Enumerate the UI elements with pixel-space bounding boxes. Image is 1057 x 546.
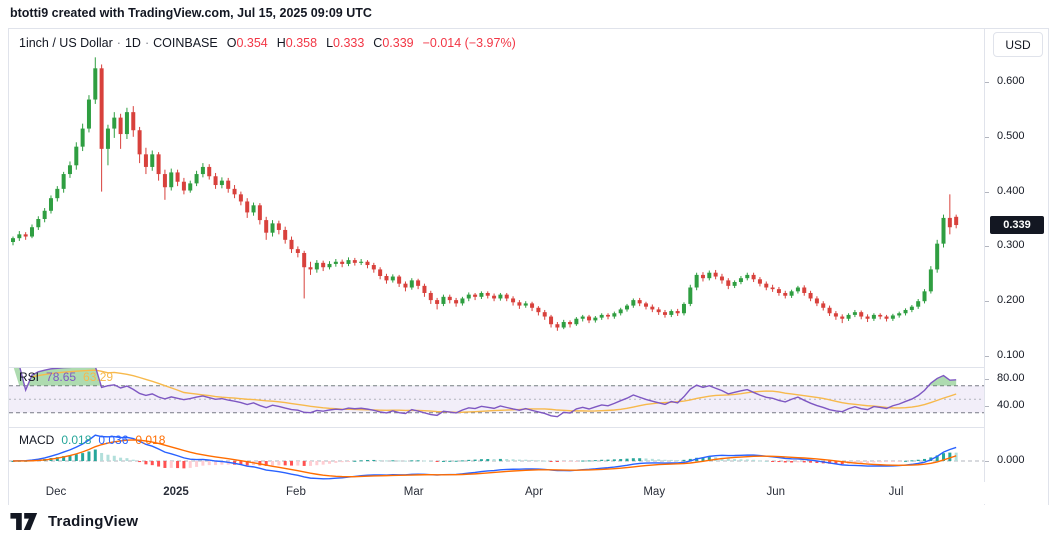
- price-tick-label: 0.600: [997, 75, 1025, 87]
- macd-hist-value: 0.018: [61, 433, 92, 447]
- axis-tick-mark: [985, 136, 989, 138]
- currency-button[interactable]: USD: [993, 32, 1043, 57]
- macd-signal-value: 0.018: [135, 433, 166, 447]
- rsi-ma-value: 63.29: [83, 370, 114, 384]
- time-axis[interactable]: Dec 2025 Feb Mar Apr May Jun Jul: [9, 481, 984, 505]
- exchange-label: COINBASE: [153, 36, 218, 50]
- time-label-month: Mar: [403, 486, 424, 498]
- tradingview-brand-text[interactable]: TradingView: [48, 513, 139, 530]
- symbol-legend: 1inch / US Dollar · 1D · COINBASE O0.354 H0.35…: [19, 36, 516, 50]
- last-price-badge: 0.339: [990, 216, 1044, 235]
- macd-legend: MACD 0.018 0.036 0.018: [19, 433, 165, 447]
- interval-label[interactable]: 1D: [124, 36, 141, 50]
- axis-tick-mark: [985, 191, 989, 193]
- axis-tick-mark: [985, 461, 989, 462]
- footer: TradingView: [10, 513, 138, 530]
- rsi-tick-label: 40.00: [997, 399, 1025, 411]
- macd-label[interactable]: MACD: [19, 433, 55, 447]
- ohlc-close: C0.339: [373, 36, 414, 50]
- rsi-legend: RSI 78.65 63.29: [19, 370, 113, 384]
- change-value: −0.014 (−3.97%): [422, 36, 516, 50]
- axis-tick-mark: [985, 301, 989, 303]
- time-label-month: Jul: [888, 486, 904, 498]
- pane-separator-price-rsi[interactable]: [9, 367, 1048, 368]
- legend-separator: ·: [116, 36, 121, 50]
- price-tick-label: 0.300: [997, 239, 1025, 252]
- ohlc-low: L0.333: [326, 36, 365, 50]
- price-scale[interactable]: USD 0.339 0.600 0.500 0.400 0.300 0.200 0.100…: [985, 29, 1048, 506]
- price-tick-label: 0.200: [997, 294, 1025, 307]
- time-label-month: Jun: [766, 486, 786, 498]
- axis-tick-mark: [985, 82, 989, 83]
- rsi-label[interactable]: RSI: [19, 370, 40, 384]
- price-scale-separator: [984, 29, 985, 481]
- rsi-tick-label: 80.00: [997, 372, 1025, 384]
- symbol-title[interactable]: 1inch / US Dollar: [19, 36, 113, 50]
- macd-tick-label: 0.000: [997, 454, 1025, 466]
- price-tick-label: 0.400: [997, 184, 1025, 197]
- time-label-month: Apr: [525, 486, 543, 498]
- price-tick-label: 0.500: [997, 129, 1025, 142]
- ohlc-high: H0.358: [276, 36, 318, 50]
- axis-tick-mark: [985, 246, 989, 248]
- price-tick-label: 0.100: [997, 349, 1025, 361]
- tradingview-logo-icon[interactable]: [10, 513, 40, 530]
- axis-tick-mark: [985, 356, 989, 357]
- legend-separator: ·: [144, 36, 150, 50]
- pane-separator-rsi-macd[interactable]: [9, 427, 1048, 428]
- chart-canvas[interactable]: [9, 29, 984, 481]
- attribution-text: btotti9 created with TradingView.com, Ju…: [10, 6, 372, 20]
- macd-line-value: 0.036: [98, 433, 129, 447]
- time-label-month: Dec: [45, 486, 67, 498]
- rsi-value: 78.65: [46, 370, 77, 384]
- time-label-month: May: [643, 486, 666, 498]
- axis-tick-mark: [985, 406, 989, 407]
- chart-frame: 1inch / US Dollar · 1D · COINBASE O0.354 H0.35…: [8, 28, 1049, 506]
- axis-tick-mark: [985, 379, 989, 380]
- ohlc-open: O0.354: [226, 36, 268, 50]
- time-label-month: Feb: [286, 486, 306, 498]
- time-label-year: 2025: [163, 486, 189, 498]
